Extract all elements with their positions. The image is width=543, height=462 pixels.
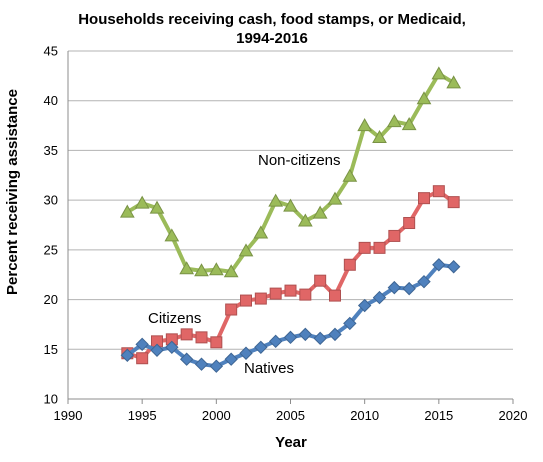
point-citizens-2008	[329, 289, 341, 302]
annotation-natives: Natives	[244, 360, 294, 377]
point-citizens-2012	[388, 229, 401, 242]
x-tick-1990: 1990	[54, 408, 83, 423]
point-natives-2014	[417, 274, 431, 289]
axes	[67, 51, 514, 404]
point-non-citizens-1996	[149, 200, 165, 214]
x-tick-2015: 2015	[424, 408, 453, 423]
point-non-citizens-2011	[372, 129, 387, 144]
x-tick-labels: 1990 1995 2000 2005 2010 2015 2020	[54, 408, 528, 423]
point-non-citizens-2003	[253, 225, 269, 239]
point-non-citizens-2009	[342, 168, 358, 182]
point-non-citizens-2013	[401, 117, 417, 131]
point-non-citizens-2000	[208, 262, 224, 276]
y-tick-45: 45	[44, 44, 58, 59]
point-natives-2010	[357, 298, 372, 313]
point-natives-1999	[194, 357, 209, 371]
x-tick-2010: 2010	[350, 408, 379, 423]
point-non-citizens-2010	[357, 118, 373, 132]
point-non-citizens-1997	[164, 228, 180, 242]
point-citizens-2011	[373, 241, 386, 254]
y-tick-15: 15	[44, 342, 58, 357]
point-citizens-2006	[299, 288, 312, 301]
point-citizens-2001	[225, 303, 238, 316]
series-non-citizens	[119, 66, 462, 278]
x-tick-2020: 2020	[499, 408, 528, 423]
point-non-citizens-2004	[268, 193, 284, 207]
point-citizens-2013	[403, 217, 416, 230]
x-tick-1995: 1995	[128, 408, 157, 423]
point-natives-2000	[209, 359, 224, 373]
point-natives-1996	[150, 343, 164, 357]
point-non-citizens-1995	[134, 195, 150, 209]
series-layer	[119, 66, 462, 373]
point-citizens-2000	[210, 336, 223, 349]
point-citizens-2015	[432, 185, 445, 198]
y-tick-40: 40	[44, 93, 58, 108]
point-citizens-2005	[284, 284, 297, 297]
point-natives-2001	[224, 352, 238, 366]
series-line-non-citizens	[125, 71, 456, 274]
point-non-citizens-2014	[416, 91, 432, 105]
point-non-citizens-2012	[386, 114, 402, 128]
point-natives-2013	[402, 281, 416, 296]
point-non-citizens-1994	[119, 204, 135, 218]
point-natives-2009	[343, 316, 357, 331]
annotation-non-citizens: Non-citizens	[258, 152, 341, 169]
point-non-citizens-1998	[179, 261, 195, 275]
point-natives-2005	[283, 330, 298, 345]
point-citizens-2009	[343, 258, 356, 271]
point-natives-2002	[239, 346, 253, 360]
point-natives-1995	[135, 337, 149, 352]
point-natives-2006	[298, 327, 313, 342]
series-natives	[120, 258, 461, 373]
point-citizens-2014	[418, 192, 430, 205]
point-non-citizens-2006	[297, 213, 313, 227]
y-axis-title: Percent receiving assistance	[4, 89, 21, 295]
point-non-citizens-2007	[312, 205, 328, 219]
point-natives-1994	[120, 348, 135, 362]
point-citizens-2016	[447, 196, 460, 209]
point-natives-2016	[446, 260, 461, 274]
point-citizens-2007	[314, 274, 327, 287]
point-natives-2011	[372, 290, 387, 305]
point-non-citizens-2016	[446, 75, 462, 89]
chart-title-line-2: 1994-2016	[236, 30, 308, 47]
point-natives-2007	[313, 331, 327, 346]
y-tick-35: 35	[44, 143, 58, 158]
y-tick-20: 20	[44, 292, 58, 307]
point-citizens-1998	[180, 328, 193, 341]
point-citizens-1995	[136, 352, 149, 365]
point-non-citizens-2015	[431, 66, 447, 80]
x-tick-2000: 2000	[202, 408, 231, 423]
point-non-citizens-2008	[327, 191, 343, 205]
point-natives-2004	[268, 334, 283, 349]
y-tick-30: 30	[44, 193, 58, 208]
point-natives-2008	[328, 327, 342, 342]
y-tick-25: 25	[44, 242, 58, 257]
point-non-citizens-2001	[223, 264, 239, 278]
point-non-citizens-2005	[283, 198, 298, 212]
point-citizens-2002	[240, 294, 252, 307]
point-citizens-1999	[195, 331, 208, 344]
x-tick-2005: 2005	[276, 408, 305, 423]
point-natives-2012	[387, 280, 402, 295]
y-tick-10: 10	[44, 392, 58, 407]
point-non-citizens-2002	[238, 243, 254, 257]
point-non-citizens-1999	[194, 263, 209, 277]
point-citizens-2003	[254, 292, 267, 305]
x-axis-title: Year	[275, 434, 307, 451]
point-natives-2003	[254, 340, 268, 355]
point-natives-1997	[165, 340, 179, 355]
annotation-citizens: Citizens	[148, 310, 201, 327]
point-citizens-2010	[358, 241, 371, 254]
chart-title-line-1: Households receiving cash, food stamps, …	[78, 11, 466, 28]
point-citizens-2004	[269, 287, 282, 300]
point-natives-2015	[432, 258, 446, 272]
y-tick-labels: 10 15 20 25 30 35 40 45	[44, 44, 58, 407]
point-natives-1998	[179, 352, 194, 366]
